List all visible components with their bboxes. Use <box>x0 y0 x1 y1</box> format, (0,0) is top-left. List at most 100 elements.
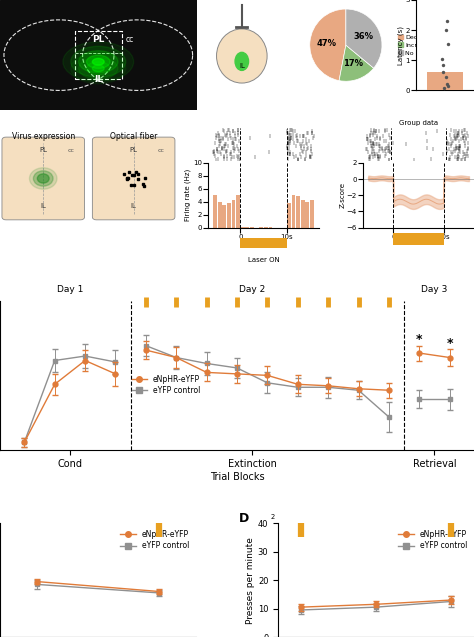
Point <box>445 81 452 91</box>
Point <box>234 125 242 135</box>
Point <box>447 125 455 135</box>
Point <box>363 144 370 154</box>
Point <box>374 150 382 161</box>
Point <box>450 131 458 141</box>
Point <box>454 131 462 141</box>
Point <box>423 136 431 147</box>
Point <box>217 149 225 159</box>
Point <box>230 152 237 162</box>
Point <box>369 140 376 150</box>
Circle shape <box>71 53 126 84</box>
Point <box>367 138 375 148</box>
Point <box>298 146 306 156</box>
Point <box>386 143 393 153</box>
Point <box>293 129 301 140</box>
Point <box>210 147 218 157</box>
X-axis label: Trial Blocks: Trial Blocks <box>210 472 264 482</box>
Text: Laser ON: Laser ON <box>247 257 279 262</box>
Point <box>364 134 371 145</box>
Point <box>374 150 382 161</box>
Bar <box>236 195 240 227</box>
Text: $_2$: $_2$ <box>270 512 276 522</box>
Point <box>461 141 468 151</box>
Point <box>456 147 464 157</box>
Point <box>221 141 229 151</box>
Point <box>452 134 460 145</box>
Point <box>452 134 459 145</box>
Y-axis label: Presses per minute: Presses per minute <box>246 537 255 624</box>
Point <box>215 129 222 140</box>
Point <box>303 144 310 154</box>
Point <box>216 147 224 157</box>
Point <box>246 132 254 143</box>
Point <box>375 140 383 150</box>
Point <box>223 129 230 140</box>
Point <box>286 136 293 147</box>
Point <box>451 132 458 143</box>
Point <box>444 136 451 147</box>
Legend: eNpHR-eYFP, eYFP control: eNpHR-eYFP, eYFP control <box>395 527 470 554</box>
Point <box>464 150 472 161</box>
Point <box>367 125 375 135</box>
Point <box>457 155 465 166</box>
Point <box>294 155 301 166</box>
Point <box>265 147 273 157</box>
Point <box>285 140 293 150</box>
Point <box>376 150 384 161</box>
Point <box>299 131 307 141</box>
Text: *: * <box>447 337 453 350</box>
Point <box>455 141 462 151</box>
Point <box>424 143 431 153</box>
Point <box>222 140 229 150</box>
Point <box>303 134 310 145</box>
Point <box>227 132 234 143</box>
Ellipse shape <box>217 29 267 83</box>
Point <box>284 134 292 145</box>
Point <box>378 144 386 154</box>
Point <box>445 154 452 164</box>
Point <box>439 60 447 70</box>
Point <box>228 154 235 164</box>
Point <box>290 138 298 148</box>
Point <box>461 154 469 164</box>
Point <box>366 136 374 147</box>
Point <box>309 132 317 143</box>
Point <box>462 132 470 143</box>
Point <box>369 138 377 148</box>
Point <box>231 134 238 145</box>
Bar <box>75 31 122 80</box>
Point <box>375 154 383 164</box>
Point <box>310 131 318 141</box>
Point <box>385 155 392 166</box>
Point <box>297 131 304 141</box>
Point <box>234 125 242 135</box>
Point <box>306 152 313 162</box>
Point <box>367 155 374 166</box>
Point <box>229 143 237 153</box>
Point <box>380 131 387 141</box>
Point <box>286 149 293 159</box>
Point <box>375 146 383 156</box>
Point <box>222 131 230 141</box>
Point <box>443 78 451 89</box>
Point <box>458 155 466 166</box>
Point <box>381 146 388 156</box>
Point <box>383 136 390 147</box>
Point <box>371 134 378 145</box>
Point <box>461 149 468 159</box>
Point <box>217 136 224 147</box>
Point <box>454 128 462 138</box>
Point <box>219 143 226 153</box>
Point <box>228 138 236 148</box>
Point <box>283 143 291 153</box>
Point <box>226 149 234 159</box>
Point <box>304 128 312 138</box>
Point <box>220 141 228 151</box>
Y-axis label: Latency (s): Latency (s) <box>398 25 404 64</box>
Point <box>363 134 371 145</box>
Circle shape <box>86 62 110 75</box>
Point <box>219 143 226 153</box>
Point <box>231 144 238 154</box>
Bar <box>227 203 231 227</box>
Point <box>284 138 292 148</box>
